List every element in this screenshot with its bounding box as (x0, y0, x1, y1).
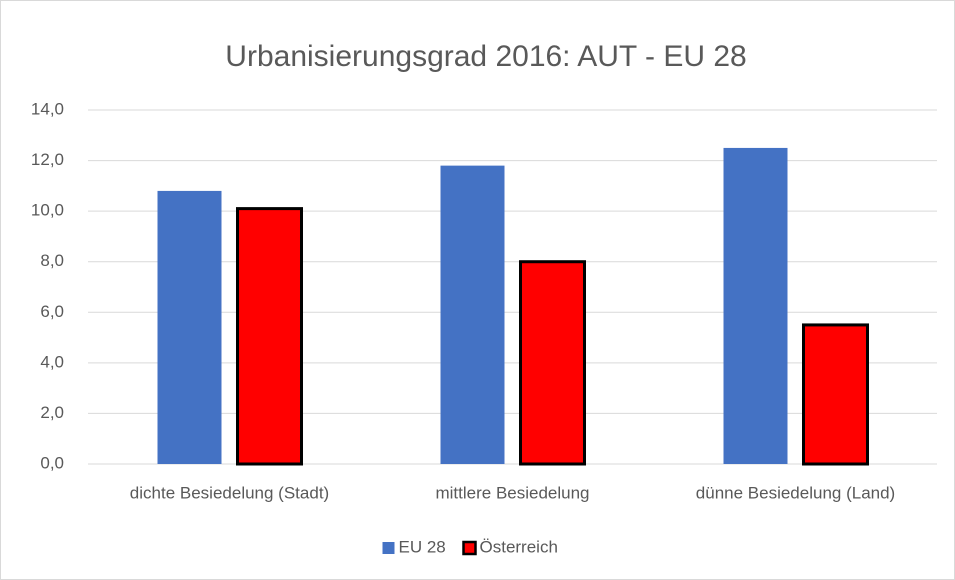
x-tick-label: mittlere Besiedelung (435, 483, 589, 502)
y-tick-label: 10,0 (31, 201, 64, 220)
bar (802, 323, 869, 466)
y-tick-label: 6,0 (40, 302, 64, 321)
legend-label: Österreich (480, 537, 558, 556)
y-tick-label: 12,0 (31, 150, 64, 169)
y-tick-label: 14,0 (31, 99, 64, 118)
bar (440, 165, 505, 464)
y-tick-label: 2,0 (40, 403, 64, 422)
y-tick-label: 0,0 (40, 453, 64, 472)
x-tick-label: dünne Besiedelung (Land) (696, 483, 895, 502)
bar (236, 207, 303, 466)
bar (157, 190, 222, 464)
legend-swatch (462, 540, 477, 556)
y-tick-label: 4,0 (40, 352, 64, 371)
legend-label: EU 28 (399, 537, 446, 556)
chart-title: Urbanisierungsgrad 2016: AUT - EU 28 (225, 40, 746, 73)
bar (519, 260, 586, 466)
x-tick-label: dichte Besiedelung (Stadt) (130, 483, 329, 502)
bar (723, 147, 788, 464)
y-tick-label: 8,0 (40, 251, 64, 270)
legend-swatch (382, 542, 395, 554)
